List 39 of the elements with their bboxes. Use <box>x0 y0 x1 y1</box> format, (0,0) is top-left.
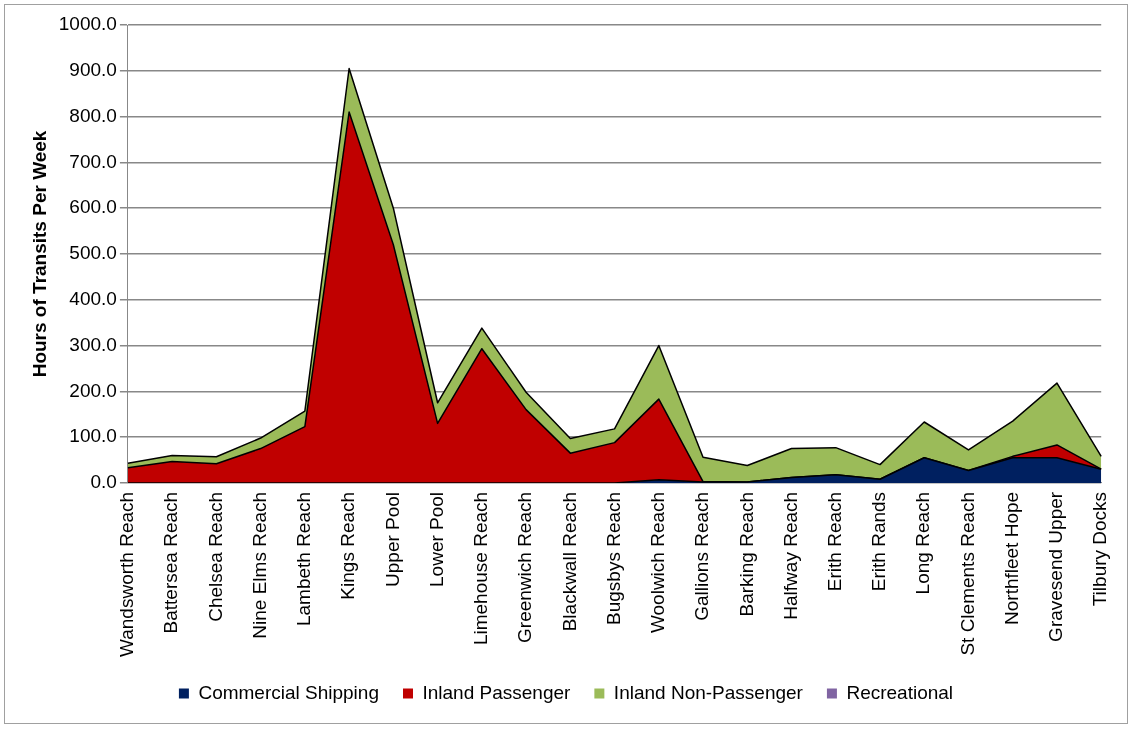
x-tick-label: Battersea Reach <box>160 491 182 634</box>
x-tick-label: Tilbury Docks <box>1089 491 1111 607</box>
x-tick-label: Long Reach <box>912 491 934 595</box>
x-tick-label: Erith Rands <box>868 491 890 592</box>
legend-label: Recreational <box>846 681 954 703</box>
y-tick-label: 900.0 <box>69 59 117 81</box>
y-tick-label: 800.0 <box>69 104 117 126</box>
x-tick-label: Halfway Reach <box>779 491 801 620</box>
x-tick-label: Chelsea Reach <box>204 491 226 622</box>
y-tick-label: 300.0 <box>69 333 117 355</box>
y-tick-label: 600.0 <box>69 196 117 218</box>
x-tick-label: Erith Reach <box>823 491 845 592</box>
y-tick-label: 400.0 <box>69 287 117 309</box>
y-tick-label: 500.0 <box>69 242 117 264</box>
x-tick-label: Gallions Reach <box>691 491 713 621</box>
legend-label: Inland Non-Passenger <box>613 681 804 703</box>
x-tick-label: Northfleet Hope <box>1000 491 1022 625</box>
x-tick-label: Woolwich Reach <box>647 491 669 634</box>
x-tick-label: Nine Elms Reach <box>248 491 270 639</box>
x-tick-label: Wandsworth Reach <box>116 491 138 657</box>
y-tick-label: 0.0 <box>90 471 117 493</box>
y-tick-label: 200.0 <box>69 379 117 401</box>
x-tick-label: Greenwich Reach <box>514 491 536 643</box>
y-tick-label: 100.0 <box>69 425 117 447</box>
y-tick-label: 700.0 <box>69 150 117 172</box>
legend-label: Inland Passenger <box>422 681 572 703</box>
x-tick-label: Lambeth Reach <box>293 491 315 627</box>
x-tick-label: Upper Pool <box>381 491 403 587</box>
legend-label: Commercial Shipping <box>198 681 379 703</box>
y-axis-title: Hours of Transits Per Week <box>28 130 50 378</box>
x-tick-label: Bugsbys Reach <box>602 491 624 625</box>
x-tick-label: Gravesend Upper <box>1045 491 1067 642</box>
x-tick-label: Kings Reach <box>337 491 359 600</box>
x-tick-label: Lower Pool <box>425 491 447 587</box>
x-tick-label: Blackwall Reach <box>558 491 580 632</box>
x-tick-label: St Clements Reach <box>956 491 978 656</box>
y-tick-label: 1000.0 <box>58 13 117 35</box>
x-tick-label: Barking Reach <box>735 491 757 617</box>
x-tick-label: Limehouse Reach <box>470 491 492 646</box>
